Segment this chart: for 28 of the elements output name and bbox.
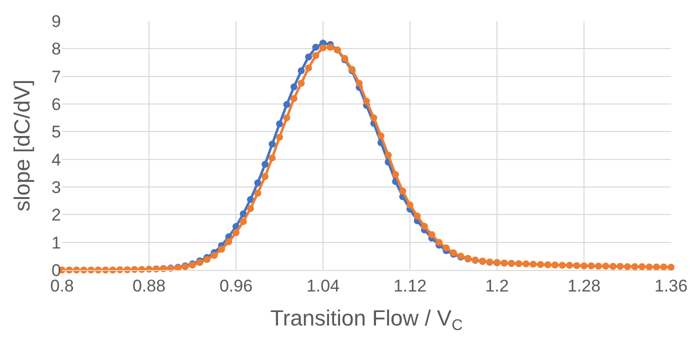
x-tick-label: 0.88 — [132, 276, 166, 296]
y-tick-label: 4 — [52, 150, 61, 170]
y-tick-label: 6 — [52, 94, 61, 114]
y-tick-label: 9 — [52, 12, 61, 31]
x-tick-label: 1.2 — [485, 276, 509, 296]
x-tick-label: 1.12 — [393, 276, 427, 296]
y-tick-label: 2 — [52, 206, 61, 225]
point — [246, 196, 254, 203]
point — [312, 44, 320, 51]
point — [268, 140, 276, 148]
x-axis-title: Transition Flow / V$_{C}$ — [270, 305, 463, 334]
point — [276, 120, 283, 128]
point — [290, 83, 298, 90]
y-tick-label: 8 — [52, 40, 61, 59]
point — [298, 67, 305, 74]
point — [305, 53, 312, 60]
x-tick-label: 1.36 — [654, 276, 688, 296]
y-axis-title: slope [dC/dV] — [9, 79, 34, 212]
point — [254, 179, 262, 186]
x-tick-label: 0.96 — [219, 276, 253, 296]
y-tick-label: 5 — [52, 122, 61, 142]
y-tick-label: 3 — [52, 178, 61, 197]
point — [283, 101, 290, 108]
x-tick-label: 1.04 — [306, 276, 340, 296]
y-tick-label: 7 — [52, 67, 61, 86]
y-tick-label: 1 — [52, 233, 61, 252]
x-tick-label: 1.28 — [567, 276, 601, 296]
point — [262, 160, 269, 168]
